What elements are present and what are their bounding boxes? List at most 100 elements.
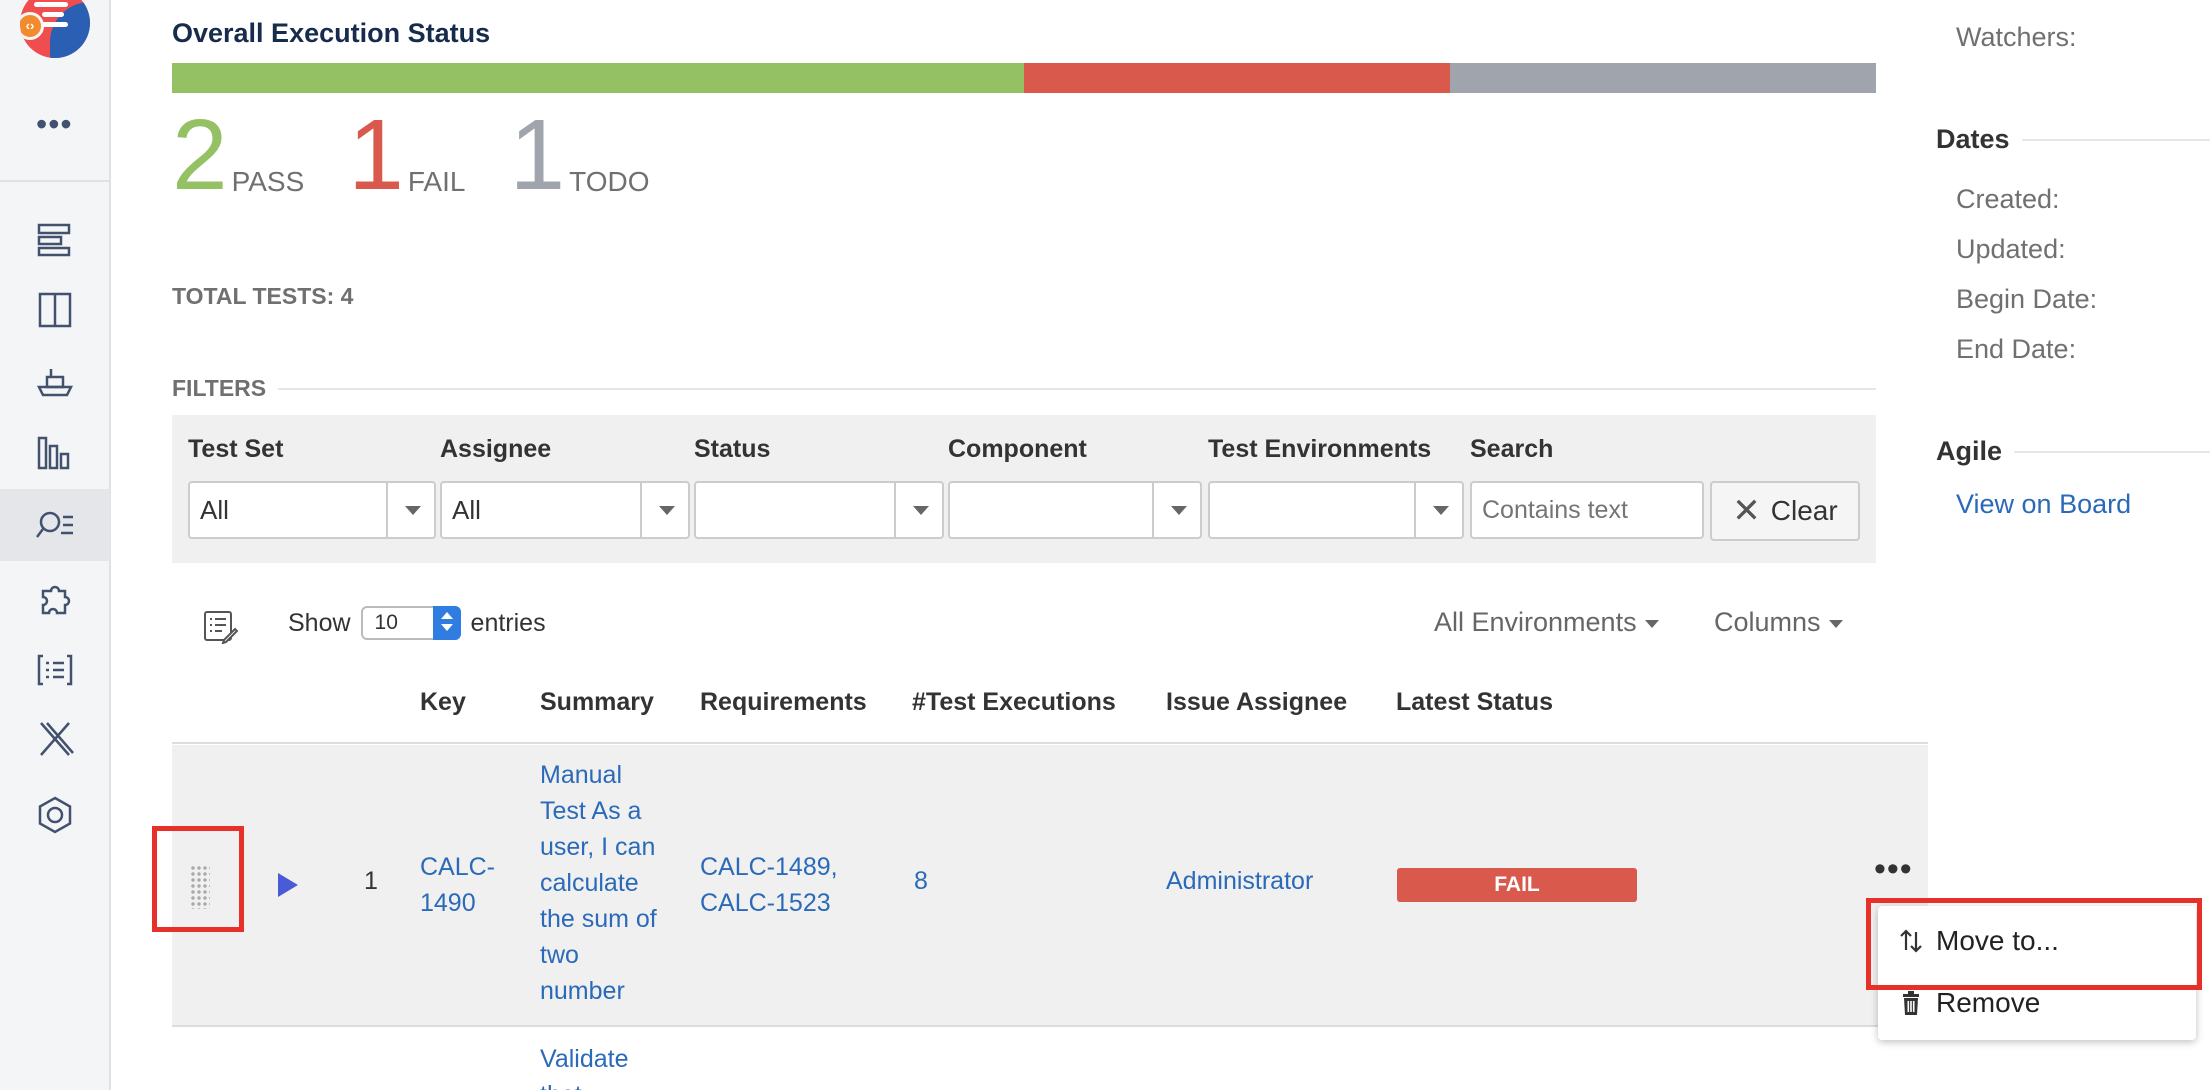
- drag-handle-icon[interactable]: [190, 865, 210, 909]
- filters-title: FILTERS: [172, 375, 267, 401]
- end-date-label: End Date:: [1956, 334, 2077, 364]
- pass-count: 2 PASS: [172, 99, 305, 211]
- row-assignee-link[interactable]: Administrator: [1166, 867, 1314, 895]
- puzzle-icon[interactable]: [0, 563, 110, 635]
- reports-icon[interactable]: [0, 416, 110, 488]
- execution-progress-bar: [172, 63, 1876, 93]
- chevron-down-icon: [894, 483, 942, 537]
- pass-count-label: PASS: [231, 166, 305, 197]
- table-row[interactable]: 1 CALC-1490 Manual Test As a user, I can…: [172, 745, 1928, 1027]
- play-icon[interactable]: [278, 873, 298, 897]
- column-header-latest-status[interactable]: Latest Status: [1396, 688, 1553, 716]
- settings-hex-icon[interactable]: [0, 779, 110, 851]
- column-header-test-executions[interactable]: #Test Executions: [912, 688, 1116, 716]
- row-summary-link[interactable]: Validate that: [540, 1045, 629, 1090]
- close-icon: ✕: [1732, 492, 1761, 530]
- remove-menu-item[interactable]: Remove: [1878, 972, 2196, 1034]
- caret-down-icon: [1644, 619, 1659, 628]
- move-to-highlight: [1866, 898, 2202, 990]
- fail-count: 1 FAIL: [348, 99, 466, 211]
- status-select[interactable]: [694, 481, 944, 539]
- sidebar-divider: [0, 180, 110, 182]
- column-header-issue-assignee[interactable]: Issue Assignee: [1166, 688, 1348, 716]
- watchers-label: Watchers:: [1956, 22, 2077, 52]
- remove-label: Remove: [1936, 987, 2041, 1018]
- search-input[interactable]: [1470, 481, 1704, 539]
- row-summary-link[interactable]: Manual Test As a user, I can calculate t…: [540, 761, 657, 1005]
- column-header-summary[interactable]: Summary: [540, 688, 654, 716]
- assignee-select[interactable]: All: [440, 481, 690, 539]
- created-label: Created:: [1956, 184, 2060, 214]
- edit-list-icon[interactable]: [202, 608, 238, 644]
- test-environments-select[interactable]: [1208, 481, 1464, 539]
- columns-label: Columns: [1714, 607, 1821, 637]
- filters-panel: Test Set All Assignee All Status Compone…: [172, 415, 1876, 563]
- search-list-icon[interactable]: [0, 489, 110, 561]
- row-context-menu: Move to... Remove: [1878, 906, 2196, 1040]
- all-environments-label: All Environments: [1434, 607, 1637, 637]
- row-executions-link[interactable]: 8: [914, 867, 928, 895]
- view-on-board-link[interactable]: View on Board: [1956, 489, 2132, 519]
- page-length-value: 10: [374, 611, 398, 634]
- chevron-down-icon: [386, 483, 434, 537]
- more-actions-icon[interactable]: •••: [1874, 850, 1913, 888]
- table-row[interactable]: Validate that: [172, 1029, 1928, 1090]
- all-environments-dropdown[interactable]: All Environments: [1434, 607, 1659, 638]
- app-logo-icon[interactable]: ‹›: [20, 0, 90, 58]
- pass-count-number: 2: [172, 99, 228, 211]
- search-label: Search: [1470, 435, 1554, 463]
- move-to-menu-item[interactable]: Move to...: [1878, 910, 2196, 972]
- row-requirements-link[interactable]: CALC-1489, CALC-1523: [700, 853, 838, 917]
- fail-count-number: 1: [348, 99, 404, 211]
- show-label: Show: [288, 608, 351, 637]
- drag-handle-highlight: [152, 826, 244, 932]
- dates-header: Dates: [1936, 124, 2210, 155]
- column-header-requirements[interactable]: Requirements: [700, 688, 867, 716]
- todo-count: 1 TODO: [509, 99, 650, 211]
- assignee-value: All: [452, 495, 481, 525]
- progress-todo-segment: [1450, 63, 1876, 93]
- more-icon[interactable]: •••: [36, 106, 73, 142]
- move-arrows-icon: [1900, 929, 1922, 953]
- x-icon[interactable]: [0, 703, 110, 775]
- list-icon[interactable]: [0, 634, 110, 706]
- assignee-label: Assignee: [440, 435, 552, 463]
- filters-header: FILTERS: [172, 375, 1876, 402]
- ship-icon[interactable]: [0, 345, 110, 417]
- row-key-link[interactable]: CALC-1490: [420, 853, 496, 917]
- status-label: Status: [694, 435, 771, 463]
- chevron-down-icon: [1152, 483, 1200, 537]
- page-length-select[interactable]: 10: [360, 606, 461, 640]
- page-length-control: Show 10 entries: [288, 606, 546, 640]
- clear-button[interactable]: ✕ Clear: [1710, 481, 1860, 541]
- stepper-icon: [432, 606, 461, 640]
- test-set-label: Test Set: [188, 435, 284, 463]
- component-select[interactable]: [948, 481, 1202, 539]
- trash-icon: [1903, 991, 1919, 1015]
- total-tests: TOTAL TESTS: 4: [172, 283, 354, 309]
- move-to-label: Move to...: [1936, 925, 2059, 956]
- caret-down-icon: [1828, 619, 1843, 628]
- clear-label: Clear: [1770, 495, 1838, 526]
- test-plan-icon[interactable]: [0, 203, 110, 275]
- begin-date-label: Begin Date:: [1956, 284, 2098, 314]
- column-header-key[interactable]: Key: [420, 688, 466, 716]
- dates-title: Dates: [1936, 124, 2010, 154]
- fail-count-label: FAIL: [407, 166, 466, 197]
- test-set-value: All: [200, 495, 229, 525]
- progress-pass-segment: [172, 63, 1024, 93]
- status-counts: 2 PASS 1 FAIL 1 TODO: [172, 99, 693, 211]
- left-sidebar: ‹› •••: [0, 0, 111, 1090]
- execution-status-title: Overall Execution Status: [172, 18, 491, 48]
- test-environments-label: Test Environments: [1208, 435, 1432, 463]
- todo-count-label: TODO: [569, 166, 650, 197]
- agile-header: Agile: [1936, 436, 2210, 467]
- chevron-down-icon: [640, 483, 688, 537]
- test-set-select[interactable]: All: [188, 481, 436, 539]
- board-icon[interactable]: [0, 274, 110, 346]
- row-rank: 1: [364, 867, 378, 895]
- todo-count-number: 1: [509, 99, 566, 211]
- updated-label: Updated:: [1956, 234, 2066, 264]
- status-badge: FAIL: [1397, 868, 1637, 902]
- columns-dropdown[interactable]: Columns: [1714, 607, 1843, 638]
